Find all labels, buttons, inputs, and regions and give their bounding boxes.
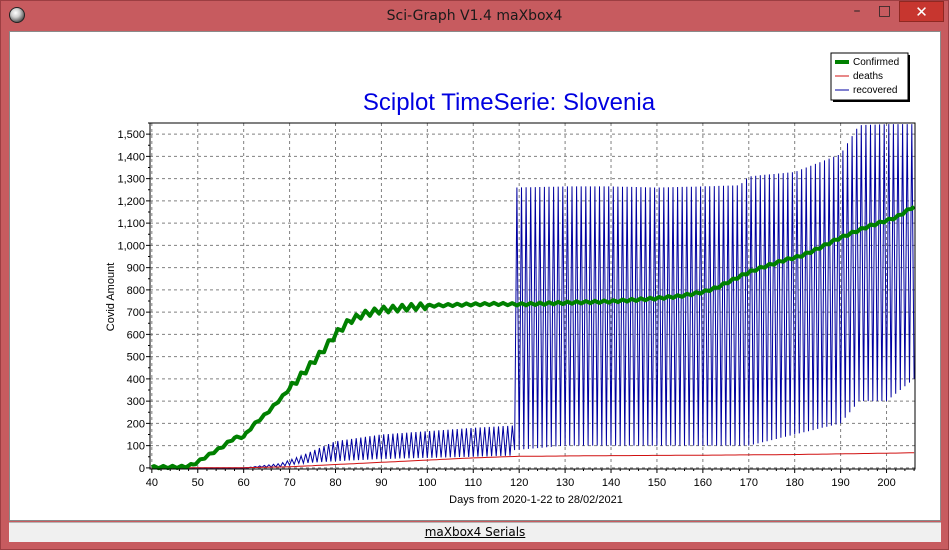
title-bar[interactable]: Sci-Graph V1.4 maXbox4 – □ ✕ xyxy=(1,1,948,31)
series-confirmed xyxy=(150,205,916,471)
close-button[interactable]: ✕ xyxy=(899,1,944,22)
x-tick-label: 60 xyxy=(238,477,250,489)
chart-title: Sciplot TimeSerie: Slovenia xyxy=(363,89,656,116)
y-tick-label: 200 xyxy=(127,418,145,430)
x-tick-label: 130 xyxy=(556,477,574,489)
y-tick-label: 300 xyxy=(127,396,145,408)
app-globe-icon[interactable] xyxy=(9,7,25,23)
legend: Confirmed deaths recovered xyxy=(830,52,910,102)
y-tick-label: 0 xyxy=(139,463,145,475)
legend-shadow xyxy=(908,55,910,102)
x-tick-label: 120 xyxy=(510,477,528,489)
chart-panel: 40 50 60 70 80 90 100 110 120 130 140 150 160 170 180 1… xyxy=(9,31,941,521)
y-tick-label: 900 xyxy=(127,263,145,275)
y-tick-label: 1,400 xyxy=(117,151,145,163)
x-tick-label: 150 xyxy=(648,477,666,489)
status-link[interactable]: maXbox4 Serials xyxy=(424,525,526,539)
x-tick-label: 160 xyxy=(694,477,712,489)
legend-label-deaths: deaths xyxy=(853,71,883,82)
minimize-button[interactable]: – xyxy=(853,3,861,19)
legend-shadow-bottom xyxy=(833,100,910,102)
x-tick-label: 80 xyxy=(329,477,341,489)
axes: 40 50 60 70 80 90 100 110 120 130 140 150 160 170 180 1… xyxy=(117,122,915,489)
series-layer xyxy=(150,124,916,471)
y-tick-label: 1,500 xyxy=(117,129,145,141)
x-tick-label: 170 xyxy=(740,477,758,489)
series-recovered xyxy=(151,124,915,469)
x-axis-label: Days from 2020-1-22 to 28/02/2021 xyxy=(449,494,623,506)
status-bar: maXbox4 Serials xyxy=(9,522,941,542)
series-deaths xyxy=(151,452,915,469)
y-axis-label: Covid Amount xyxy=(105,263,117,331)
y-tick-label: 700 xyxy=(127,307,145,319)
x-tick-label: 70 xyxy=(283,477,295,489)
y-tick-label: 1,100 xyxy=(117,218,145,230)
x-tick-label: 40 xyxy=(146,477,158,489)
x-tick-label: 200 xyxy=(877,477,895,489)
y-tick-label: 400 xyxy=(127,374,145,386)
legend-label-confirmed: Confirmed xyxy=(853,57,899,68)
y-tick-label: 1,200 xyxy=(117,196,145,208)
chart: 40 50 60 70 80 90 100 110 120 130 140 150 160 170 180 1… xyxy=(105,52,916,506)
x-tick-label: 100 xyxy=(418,477,436,489)
plot-frame xyxy=(149,122,916,470)
x-tick-label: 50 xyxy=(192,477,204,489)
x-tick-label: 140 xyxy=(602,477,620,489)
y-tick-label: 100 xyxy=(127,441,145,453)
maximize-button[interactable]: □ xyxy=(877,3,892,19)
x-tick-label: 90 xyxy=(375,477,387,489)
x-tick-label: 110 xyxy=(464,477,482,489)
y-tick-label: 500 xyxy=(127,352,145,364)
y-tick-label: 600 xyxy=(127,329,145,341)
x-tick-label: 180 xyxy=(786,477,804,489)
y-tick-label: 1,300 xyxy=(117,174,145,186)
y-tick-label: 800 xyxy=(127,285,145,297)
window-title: Sci-Graph V1.4 maXbox4 xyxy=(386,8,563,24)
y-tick-label: 1,000 xyxy=(117,240,145,252)
x-tick-label: 190 xyxy=(831,477,849,489)
legend-label-recovered: recovered xyxy=(853,85,897,96)
